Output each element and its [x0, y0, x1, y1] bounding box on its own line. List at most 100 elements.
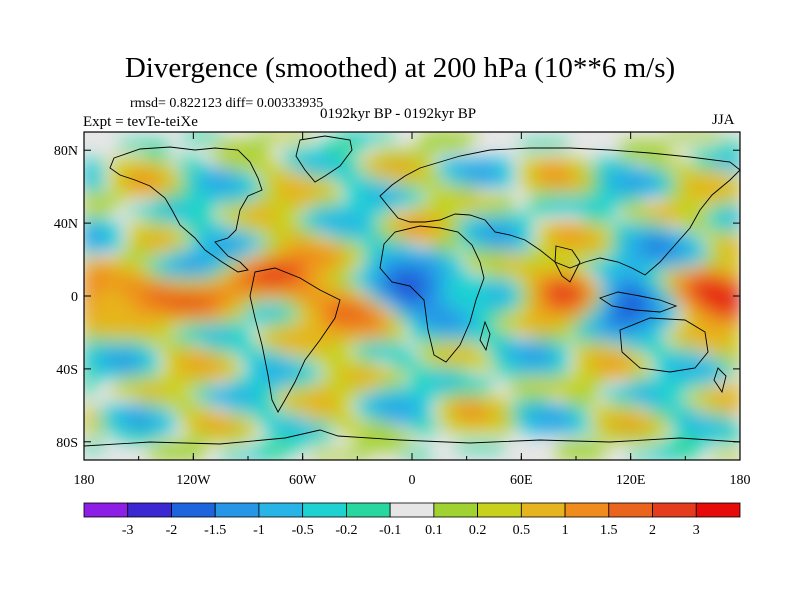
field-cell [101, 331, 112, 343]
field-cell [375, 132, 386, 142]
field-cell [484, 259, 495, 270]
field-cell [484, 222, 495, 233]
field-cell [721, 231, 732, 242]
field-cell [675, 277, 686, 288]
field-cell [584, 222, 595, 233]
field-cell [611, 177, 623, 188]
field-cell [211, 149, 222, 160]
field-cell [429, 377, 440, 388]
field-cell [84, 268, 94, 279]
field-cell [92, 167, 103, 179]
field-cell [347, 413, 358, 425]
field-cell [420, 295, 431, 306]
field-cell [165, 249, 176, 261]
field-cell [684, 450, 695, 460]
field-cell [712, 222, 723, 233]
field-cell [110, 277, 121, 288]
colorbar-label: 3 [693, 523, 700, 538]
field-cell [165, 359, 176, 370]
field-cell [703, 413, 714, 425]
field-cell [365, 341, 377, 352]
field-cell [238, 395, 249, 406]
field-cell [356, 322, 367, 333]
field-cell [411, 304, 422, 315]
field-cell [684, 395, 695, 406]
field-cell [320, 286, 331, 297]
field-cell [457, 295, 468, 306]
field-cell [183, 167, 194, 179]
field-cell [238, 222, 249, 233]
field-cell [429, 186, 440, 197]
field-cell [84, 386, 94, 397]
field-cell [584, 259, 595, 270]
field-cell [129, 386, 140, 397]
field-cell [229, 395, 240, 406]
field-cell [630, 222, 641, 233]
field-cell [684, 322, 695, 333]
field-cell [101, 204, 112, 215]
field-cell [639, 295, 650, 306]
field-cell [548, 177, 559, 188]
field-cell [675, 158, 686, 169]
field-cell [265, 359, 276, 370]
field-cell [438, 204, 449, 215]
field-cell [384, 331, 395, 343]
field-cell [712, 341, 723, 352]
field-cell [274, 441, 285, 452]
field-cell [119, 167, 131, 179]
field-cell [611, 331, 623, 343]
field-cell [511, 286, 522, 297]
field-cell [375, 341, 386, 352]
field-cell [311, 149, 322, 160]
field-cell [657, 259, 668, 270]
field-cell [648, 331, 659, 343]
field-cell [311, 259, 322, 270]
field-cell [338, 350, 349, 361]
field-cell [639, 213, 650, 224]
field-cell [338, 341, 349, 352]
field-cell [539, 231, 550, 242]
field-cell [566, 167, 577, 179]
field-cell [721, 368, 732, 379]
field-cell [438, 413, 449, 425]
field-cell [211, 132, 222, 142]
field-cell [211, 177, 222, 188]
field-cell [365, 177, 377, 188]
field-cell [520, 177, 531, 188]
field-cell [548, 331, 559, 343]
field-cell [293, 204, 304, 215]
field-cell [484, 322, 495, 333]
field-cell [84, 222, 94, 233]
field-cell [138, 404, 149, 415]
field-cell [730, 395, 740, 406]
field-cell [666, 286, 677, 297]
field-cell [156, 404, 167, 415]
field-cell [174, 295, 185, 306]
field-cell [457, 368, 468, 379]
field-cell [411, 186, 422, 197]
field-cell [484, 395, 495, 406]
field-cell [311, 222, 322, 233]
field-cell [229, 295, 240, 306]
field-cell [548, 341, 559, 352]
field-cell [347, 195, 358, 206]
field-cell [420, 167, 431, 179]
field-cell [265, 177, 276, 188]
colorbar-swatch [302, 502, 347, 518]
field-cell [639, 277, 650, 288]
field-cell [375, 313, 386, 324]
field-cell [201, 259, 213, 270]
field-cell [375, 404, 386, 415]
field-cell [621, 341, 632, 352]
field-cell [283, 249, 295, 261]
field-cell [447, 377, 459, 388]
field-cell [502, 423, 513, 434]
field-cell [466, 395, 477, 406]
field-cell [138, 322, 149, 333]
field-cell [520, 304, 531, 315]
field-cell [384, 167, 395, 179]
field-cell [329, 386, 340, 397]
field-cell [129, 186, 140, 197]
field-cell [183, 295, 194, 306]
field-cell [329, 331, 340, 343]
